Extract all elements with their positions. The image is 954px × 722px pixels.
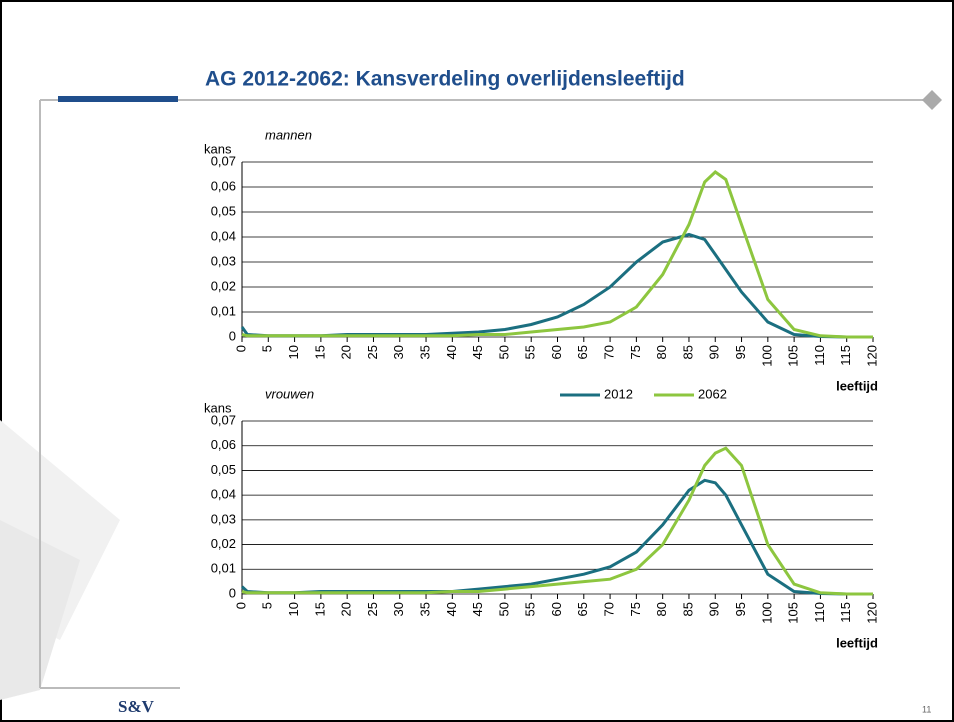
x-tick-label: 25 (365, 602, 380, 616)
x-tick-label: 40 (444, 345, 459, 359)
x-tick-label: 30 (391, 345, 406, 359)
slide: AG 2012-2062: Kansverdeling overlijdensl… (0, 0, 954, 722)
y-tick-label: 0,06 (211, 437, 236, 452)
footer-logo: S&V (118, 697, 155, 716)
x-tick-label: 45 (470, 345, 485, 359)
x-tick-label: 45 (470, 602, 485, 616)
x-tick-label: 85 (680, 345, 695, 359)
x-tick-label: 15 (312, 602, 327, 616)
x-tick-label: 50 (496, 602, 511, 616)
x-tick-label: 80 (654, 345, 669, 359)
x-tick-label: 70 (602, 345, 617, 359)
x-tick-label: 100 (759, 602, 774, 624)
x-tick-label: 55 (523, 602, 538, 616)
x-tick-label: 60 (549, 602, 564, 616)
x-tick-label: 35 (417, 345, 432, 359)
x-tick-label: 15 (312, 345, 327, 359)
x-tick-label: 80 (654, 602, 669, 616)
x-axis-label: leeftijd (836, 635, 878, 650)
x-tick-label: 115 (838, 345, 853, 366)
x-tick-label: 90 (707, 345, 722, 359)
y-tick-label: 0,05 (211, 462, 236, 477)
chart-subtitle: vrouwen (265, 386, 314, 401)
x-tick-label: 0 (233, 602, 248, 609)
x-tick-label: 100 (759, 345, 774, 367)
y-tick-label: 0 (229, 585, 236, 600)
x-tick-label: 120 (864, 345, 879, 367)
y-tick-label: 0,06 (211, 178, 236, 193)
x-tick-label: 120 (864, 602, 879, 624)
y-tick-label: 0,03 (211, 253, 236, 268)
chart-subtitle: mannen (265, 127, 312, 142)
y-tick-label: 0,03 (211, 511, 236, 526)
accent-bar (58, 96, 178, 102)
x-tick-label: 65 (575, 602, 590, 616)
x-tick-label: 105 (786, 602, 801, 624)
x-tick-label: 70 (602, 602, 617, 616)
x-tick-label: 105 (786, 345, 801, 367)
y-tick-label: 0,04 (211, 487, 236, 502)
x-tick-label: 20 (339, 602, 354, 616)
x-tick-label: 50 (496, 345, 511, 359)
x-tick-label: 85 (680, 602, 695, 616)
x-tick-label: 35 (417, 602, 432, 616)
x-tick-label: 65 (575, 345, 590, 359)
x-tick-label: 95 (733, 345, 748, 359)
y-tick-label: 0,05 (211, 203, 236, 218)
x-tick-label: 20 (339, 345, 354, 359)
x-tick-label: 60 (549, 345, 564, 359)
legend-label: 2062 (698, 386, 727, 401)
x-tick-label: 90 (707, 602, 722, 616)
x-tick-label: 115 (838, 602, 853, 623)
y-tick-label: 0,07 (211, 153, 236, 168)
x-axis-label: leeftijd (836, 378, 878, 393)
x-tick-label: 40 (444, 602, 459, 616)
page-number: 11 (922, 704, 931, 714)
x-tick-label: 5 (260, 345, 275, 352)
x-tick-label: 75 (628, 345, 643, 359)
x-tick-label: 110 (812, 602, 827, 623)
x-tick-label: 75 (628, 602, 643, 616)
x-tick-label: 10 (286, 345, 301, 359)
y-tick-label: 0,04 (211, 228, 236, 243)
y-tick-label: 0 (229, 328, 236, 343)
y-tick-label: 0,07 (211, 412, 236, 427)
x-tick-label: 10 (286, 602, 301, 616)
y-tick-label: 0,01 (211, 561, 236, 576)
x-tick-label: 0 (233, 345, 248, 352)
y-tick-label: 0,02 (211, 536, 236, 551)
x-tick-label: 30 (391, 602, 406, 616)
slide-title: AG 2012-2062: Kansverdeling overlijdensl… (205, 68, 685, 91)
legend-label: 2012 (604, 386, 633, 401)
x-tick-label: 5 (260, 602, 275, 609)
x-tick-label: 95 (733, 602, 748, 616)
y-tick-label: 0,01 (211, 303, 236, 318)
y-tick-label: 0,02 (211, 278, 236, 293)
x-tick-label: 25 (365, 345, 380, 359)
x-tick-label: 55 (523, 345, 538, 359)
x-tick-label: 110 (812, 345, 827, 366)
